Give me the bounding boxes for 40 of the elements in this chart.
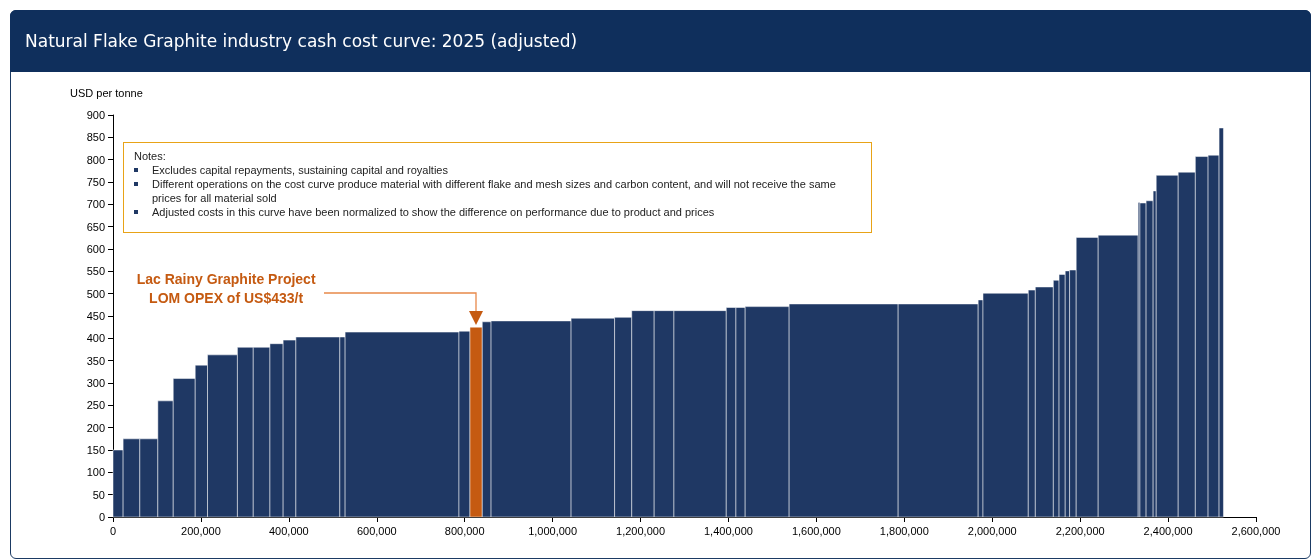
y-tick-label: 700: [86, 198, 105, 211]
y-tick-label: 100: [86, 466, 105, 479]
x-tick-label: 2,000,000: [967, 524, 1017, 537]
x-tick-label: 800,000: [444, 524, 485, 537]
y-tick-label: 200: [86, 421, 105, 434]
x-tick-label: 600,000: [356, 524, 397, 537]
annotation: Lac Rainy Graphite Project LOM OPEX of US$433/t: [136, 271, 316, 307]
y-tick-label: 300: [86, 377, 105, 389]
x-tick-label: 1,600,000: [791, 524, 841, 537]
x-tick-label: 1,400,000: [703, 524, 753, 537]
x-tick-label: 2,200,000: [1055, 524, 1105, 537]
y-tick-label: 600: [86, 243, 105, 255]
y-tick-label: 500: [86, 287, 105, 300]
y-tick-label: 350: [86, 354, 105, 367]
x-tick-label: 1,000,000: [528, 524, 578, 537]
y-tick-label: 50: [92, 488, 105, 501]
x-tick-label: 0: [109, 524, 117, 537]
y-tick-label: 850: [86, 131, 105, 144]
x-tick-label: 400,000: [268, 524, 309, 537]
annotation: Adjusted costs in this curve have been normalized to show the difference on performance due to product and prices: [152, 205, 715, 219]
annotation: Different operations on the cost curve produce material with different flake and mesh sizes and carbon content, and will not receive the same prices for all material sold: [152, 177, 837, 205]
x-tick-label: 1,800,000: [879, 524, 929, 537]
y-tick-label: 650: [86, 220, 105, 233]
y-tick-label: 150: [86, 444, 105, 456]
annotation: Notes:: [134, 149, 167, 163]
x-tick-label: 2,400,000: [1143, 524, 1193, 537]
chart-title: Natural Flake Graphite industry cash cost curve: 2025 (adjusted): [25, 31, 578, 51]
y-tick-label: 900: [86, 109, 105, 121]
x-tick-label: 1,200,000: [616, 524, 666, 537]
y-tick-label: 800: [86, 153, 105, 166]
annotation: Excludes capital repayments, sustaining capital and royalties: [152, 163, 448, 177]
y-tick-label: 450: [86, 310, 105, 322]
y-tick-label: 750: [86, 176, 105, 188]
y-axis-title: USD per tonne: [70, 87, 143, 99]
y-tick-label: 0: [98, 511, 105, 523]
y-tick-label: 250: [86, 399, 105, 412]
y-tick-label: 400: [86, 332, 105, 345]
x-tick-label: 200,000: [181, 524, 221, 537]
y-tick-label: 550: [86, 265, 105, 278]
x-tick-label: 2,600,000: [1231, 524, 1281, 537]
